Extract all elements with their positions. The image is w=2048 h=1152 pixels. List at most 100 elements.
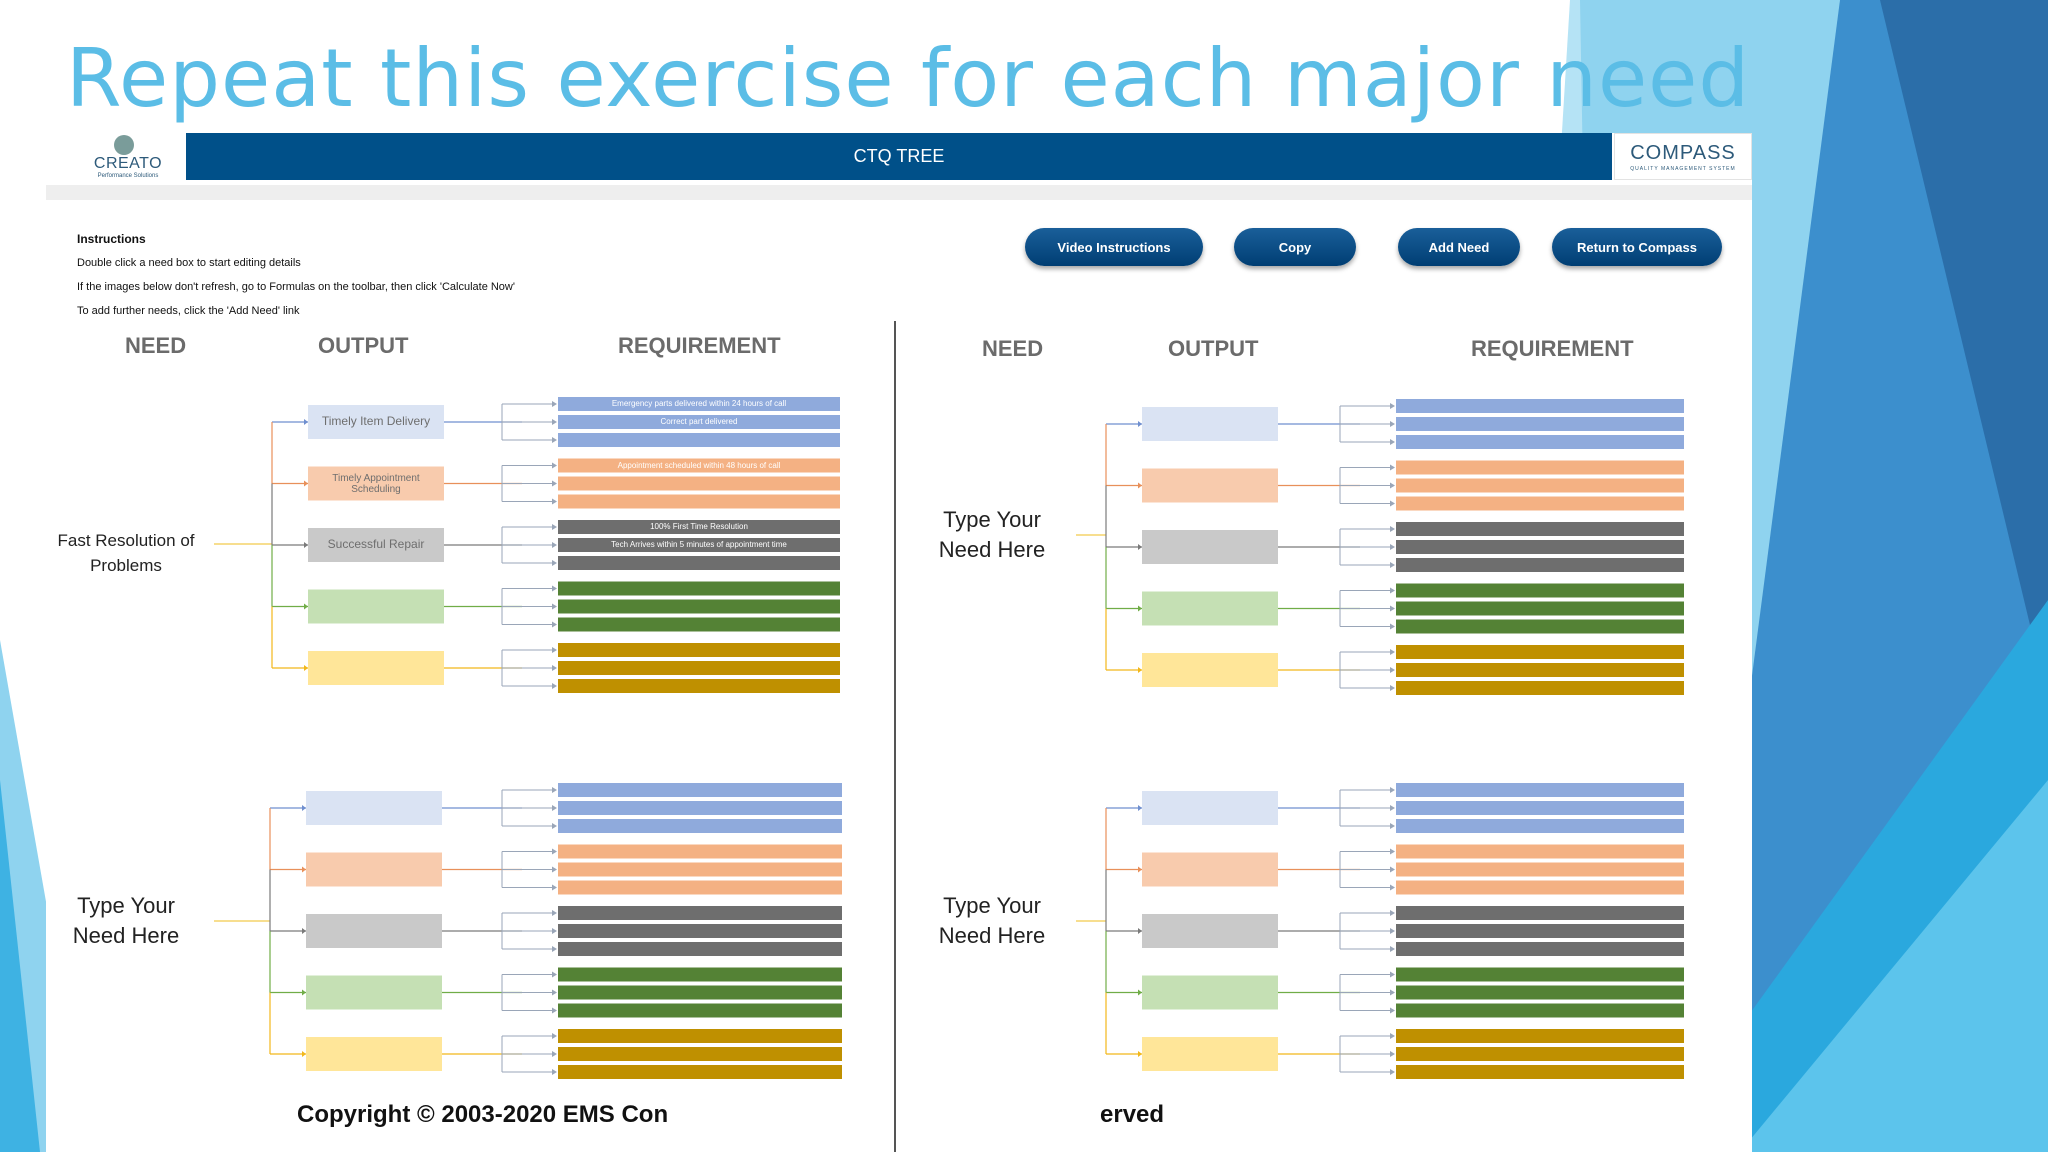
requirement-arrow-icon (1390, 649, 1395, 655)
output-label[interactable] (1142, 592, 1278, 626)
requirement-arrow-icon (552, 1033, 557, 1039)
output-label[interactable] (1142, 853, 1278, 887)
requirement-arrow-icon (1390, 805, 1395, 811)
requirement-bar-gold (558, 1029, 842, 1043)
output-label[interactable] (1142, 976, 1278, 1010)
requirement-bar-gray (558, 942, 842, 956)
video-instructions-button[interactable]: Video Instructions (1025, 228, 1203, 266)
branch-arrow-icon (302, 805, 306, 811)
requirement-arrow-icon (1390, 1033, 1395, 1039)
requirement-arrow-icon (552, 884, 557, 891)
requirement-label[interactable]: Emergency parts delivered within 24 hour… (611, 399, 787, 408)
output-label[interactable] (1142, 653, 1278, 687)
requirement-bar-orange (1396, 880, 1684, 895)
requirement-bar-orange (558, 844, 842, 859)
need-text[interactable]: Type Your Need Here (938, 507, 1046, 562)
requirement-bar-orange (558, 880, 842, 895)
requirement-bar-green (558, 599, 840, 614)
requirement-bar-green (1396, 583, 1684, 598)
requirement-arrow-icon (552, 946, 557, 952)
requirement-arrow-icon (552, 480, 557, 487)
output-box-blue (308, 405, 444, 439)
requirement-bar-orange (1396, 844, 1684, 859)
output-label[interactable] (308, 651, 444, 685)
output-label[interactable]: Timely Item Delivery (321, 414, 431, 429)
output-label[interactable] (308, 590, 444, 624)
output-label[interactable]: Successful Repair (327, 537, 425, 552)
output-box-green (1142, 975, 1278, 1010)
compass-logo-tagline: QUALITY MANAGEMENT SYSTEM (1630, 166, 1736, 172)
creato-logo: CREATO Performance Solutions (78, 135, 178, 183)
need-text[interactable]: Type Your Need Here (72, 893, 180, 948)
requirement-bar-blue (1396, 399, 1684, 413)
requirement-bar-blue (558, 397, 840, 411)
output-box-gold (306, 1037, 442, 1071)
requirement-bar-blue (1396, 783, 1684, 797)
output-label[interactable] (1142, 914, 1278, 948)
requirement-bar-green (558, 1003, 842, 1018)
output-label[interactable] (1142, 407, 1278, 441)
requirement-label[interactable]: Correct part delivered (660, 417, 738, 426)
requirement-arrow-icon (552, 401, 557, 407)
requirement-arrow-icon (1390, 403, 1395, 409)
copy-button[interactable]: Copy (1234, 228, 1356, 266)
requirement-label[interactable]: 100% First Time Resolution (650, 522, 748, 531)
output-label[interactable] (306, 853, 442, 887)
output-label[interactable]: Timely Appointment Scheduling (332, 472, 420, 495)
requirement-arrow-icon (1390, 928, 1395, 934)
requirement-arrow-icon (1390, 910, 1395, 916)
requirement-label[interactable]: Tech Arrives within 5 minutes of appoint… (611, 540, 787, 549)
branch-arrow-icon (302, 866, 306, 873)
branch-arrow-icon (1138, 421, 1142, 427)
requirement-arrow-icon (552, 498, 557, 505)
requirement-arrow-icon (552, 823, 557, 829)
slide-title: Repeat this exercise for each major need (66, 32, 1751, 125)
output-label[interactable] (306, 914, 442, 948)
requirement-bar-blue (558, 801, 842, 815)
creato-logo-name: CREATO (93, 155, 163, 172)
return-to-compass-button[interactable]: Return to Compass (1552, 228, 1722, 266)
compass-logo-name: COMPASS (1630, 142, 1736, 164)
requirement-bar-blue (1396, 435, 1684, 449)
output-column-header: OUTPUT (1168, 336, 1259, 361)
requirement-arrow-icon (552, 910, 557, 916)
need-text[interactable]: Fast Resolution of Problems (57, 531, 195, 575)
branch-arrow-icon (302, 928, 306, 934)
requirement-bar-orange (558, 862, 842, 877)
requirement-arrow-icon (1390, 482, 1395, 489)
requirement-arrow-icon (552, 585, 557, 592)
output-box-gold (1142, 1037, 1278, 1071)
requirement-arrow-icon (552, 437, 557, 443)
requirement-arrow-icon (1390, 667, 1395, 673)
requirement-bar-green (558, 617, 840, 632)
output-box-gray (308, 528, 444, 562)
output-label[interactable] (1142, 469, 1278, 503)
requirement-arrow-icon (1390, 1069, 1395, 1075)
output-label[interactable] (306, 1037, 442, 1071)
output-label[interactable] (306, 791, 442, 825)
output-label[interactable] (1142, 530, 1278, 564)
instruction-line: To add further needs, click the 'Add Nee… (77, 305, 300, 317)
requirement-arrow-icon (1390, 971, 1395, 978)
requirement-arrow-icon (552, 971, 557, 978)
output-label[interactable] (1142, 791, 1278, 825)
requirement-label[interactable]: Appointment scheduled within 48 hours of… (617, 460, 781, 470)
branch-arrow-icon (1138, 866, 1142, 873)
requirement-bar-gray (558, 924, 842, 938)
creato-logo-mark-icon (114, 135, 134, 155)
output-label[interactable] (1142, 1037, 1278, 1071)
requirement-bar-orange (1396, 478, 1684, 493)
need-text[interactable]: Type Your Need Here (938, 893, 1046, 948)
branch-arrow-icon (304, 480, 308, 487)
requirement-column-header: REQUIREMENT (1471, 336, 1634, 361)
output-box-blue (1142, 791, 1278, 825)
requirement-arrow-icon (1390, 500, 1395, 507)
requirement-bar-gold (1396, 1047, 1684, 1061)
branch-arrow-icon (302, 1051, 306, 1057)
output-label[interactable] (306, 976, 442, 1010)
requirement-bar-gray (1396, 942, 1684, 956)
output-box-gold (1142, 653, 1278, 687)
branch-arrow-icon (1138, 482, 1142, 489)
branch-arrow-icon (1138, 805, 1142, 811)
add-need-button[interactable]: Add Need (1398, 228, 1520, 266)
